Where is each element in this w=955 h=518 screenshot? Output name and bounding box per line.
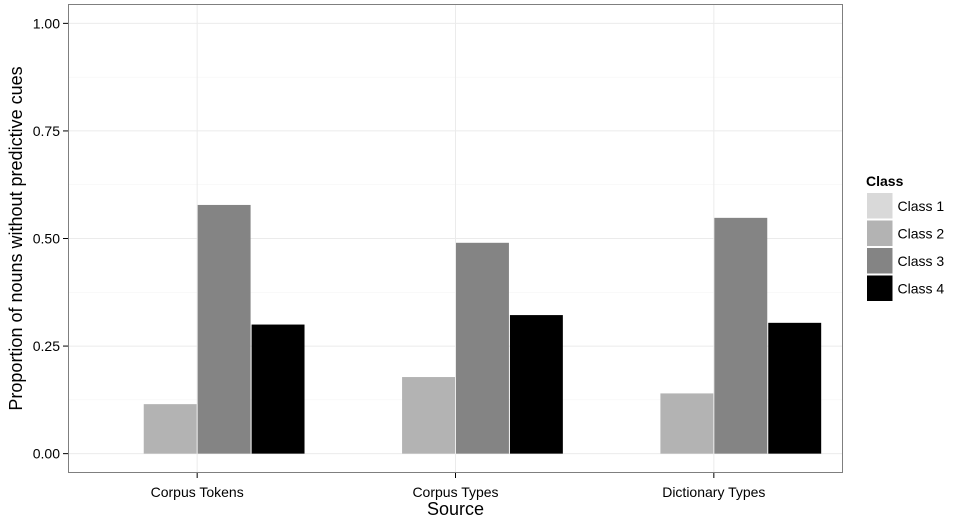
legend-swatch [866,192,894,220]
y-axis: 0.00 0.25 0.50 0.75 1.00 [33,15,68,462]
bar [714,217,768,454]
y-tick-label: 0.25 [33,338,60,354]
x-axis: Corpus Tokens Corpus Types Dictionary Type… [151,473,765,500]
bars [143,204,822,454]
legend-items: Class 1 Class 2 Class 3 Class 4 [865,191,945,303]
y-axis-title: Proportion of nouns without predictive c… [6,66,26,410]
plot-panel [68,4,843,473]
y-tick-label: 0.50 [33,231,60,247]
bar [143,404,197,454]
legend-swatch [866,274,894,302]
x-axis-title: Source [427,499,484,518]
legend-label: Class 2 [898,225,945,241]
bar [509,315,563,454]
y-tick-label: 0.75 [33,123,60,139]
bar [768,322,822,454]
legend: Class Class 1 Class 2 Class 3 Class 4 [865,173,945,303]
bar [197,204,251,454]
bar [402,377,455,454]
legend-label: Class 1 [898,198,945,214]
legend-label: Class 4 [898,280,945,296]
x-tick-label: Corpus Types [412,484,498,500]
bar [660,393,714,454]
legend-swatch [866,219,894,247]
legend-title: Class [866,173,904,189]
bar [251,324,305,454]
x-tick-label: Corpus Tokens [151,484,244,500]
y-tick-label: 0.00 [33,446,60,462]
legend-label: Class 3 [898,253,945,269]
y-tick-label: 1.00 [33,15,60,31]
major-gridlines [68,4,843,473]
legend-swatch [866,247,894,275]
panel-border [68,4,843,473]
x-tick-label: Dictionary Types [662,484,765,500]
bar [456,242,509,454]
